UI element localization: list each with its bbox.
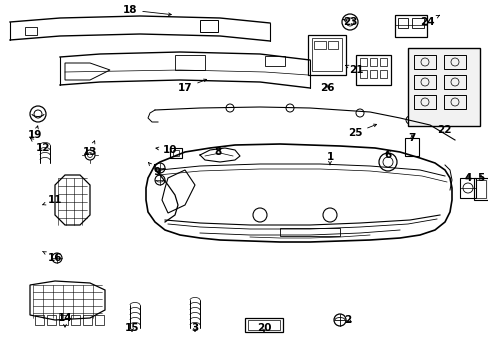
Bar [47, 315, 56, 325]
Bar [200, 20, 218, 32]
Text: 15: 15 [124, 323, 139, 333]
Bar [411, 18, 423, 28]
Bar [311, 38, 341, 71]
Text: 26: 26 [319, 83, 334, 93]
Bar [369, 70, 376, 78]
Text: 23: 23 [342, 17, 357, 27]
Text: 14: 14 [58, 313, 72, 327]
Bar [443, 95, 465, 109]
Bar [359, 58, 366, 66]
Bar [413, 75, 435, 89]
Text: 10: 10 [156, 145, 177, 155]
Text: 1: 1 [325, 152, 333, 165]
Text: 8: 8 [214, 147, 221, 157]
Bar [404, 138, 418, 156]
Bar [327, 41, 337, 49]
Bar [473, 178, 487, 200]
Bar [397, 18, 407, 28]
Bar [83, 315, 92, 325]
Bar [175, 55, 204, 70]
Text: 22: 22 [436, 125, 450, 135]
Bar [413, 55, 435, 69]
Bar [307, 35, 346, 75]
Bar [313, 41, 325, 49]
Text: 16: 16 [42, 251, 62, 263]
Bar [95, 315, 104, 325]
Bar [394, 15, 426, 37]
Text: 20: 20 [256, 323, 271, 333]
Bar [25, 27, 37, 35]
Text: 19: 19 [28, 126, 42, 140]
Text: 2: 2 [344, 315, 351, 325]
Bar [379, 58, 386, 66]
Bar [379, 70, 386, 78]
Text: 18: 18 [122, 5, 171, 16]
Text: 3: 3 [191, 323, 198, 333]
Text: 13: 13 [82, 141, 97, 157]
Bar [369, 58, 376, 66]
Bar [59, 315, 68, 325]
Bar [443, 55, 465, 69]
Text: 12: 12 [31, 139, 50, 153]
Bar [359, 70, 366, 78]
Text: 4: 4 [464, 173, 471, 183]
Text: 21: 21 [345, 65, 363, 75]
Bar [407, 48, 479, 126]
Text: 9: 9 [148, 163, 160, 177]
Bar [443, 75, 465, 89]
Bar [413, 95, 435, 109]
Bar [244, 318, 283, 332]
Text: 5: 5 [476, 173, 484, 183]
Bar [247, 320, 280, 330]
Bar [35, 315, 44, 325]
Text: 25: 25 [347, 124, 376, 138]
Text: 17: 17 [177, 79, 206, 93]
Text: 24: 24 [419, 15, 439, 27]
Bar [355, 55, 390, 85]
Bar [459, 178, 475, 198]
Bar [71, 315, 80, 325]
Bar [170, 148, 182, 158]
Bar [475, 180, 485, 198]
Text: 11: 11 [42, 195, 62, 205]
Bar [280, 228, 339, 236]
Bar [264, 56, 285, 66]
Text: 6: 6 [384, 150, 391, 160]
Bar [173, 150, 179, 156]
Text: 7: 7 [407, 133, 415, 143]
